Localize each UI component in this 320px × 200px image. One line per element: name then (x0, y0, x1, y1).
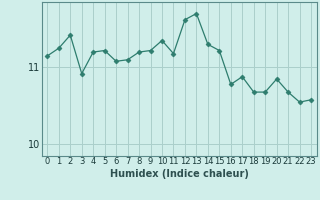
X-axis label: Humidex (Indice chaleur): Humidex (Indice chaleur) (110, 169, 249, 179)
